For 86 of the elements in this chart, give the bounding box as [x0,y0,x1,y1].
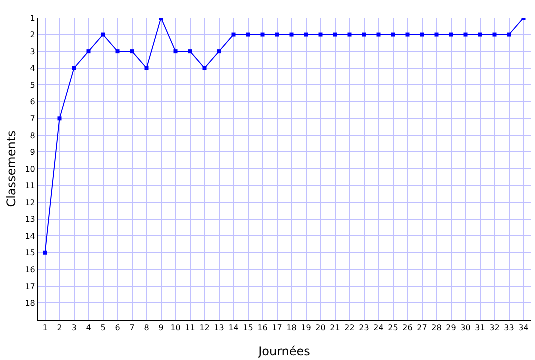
point [188,50,192,54]
y-axis-title: Classements [4,130,19,208]
x-tick-label: 4 [86,324,92,333]
x-tick-label: 16 [258,324,268,333]
x-tick-label: 1 [42,324,48,333]
y-tick-label: 2 [30,30,36,40]
point [174,50,178,54]
point [434,32,439,37]
y-tick-label: 11 [25,182,36,191]
x-tick-label: 7 [130,324,135,333]
point [391,32,396,37]
point [406,32,410,37]
x-tick-label: 11 [185,324,196,333]
point [144,66,149,70]
x-tick-label: 17 [272,324,282,333]
x-tick-label: 12 [200,324,210,333]
y-tick-label: 4 [30,64,36,74]
x-tick-label: 31 [475,324,486,333]
point [58,116,62,121]
point [86,50,91,54]
x-tick-label: 9 [158,324,164,333]
point [304,32,308,37]
y-tick-label: 18 [25,299,36,308]
point [420,32,424,37]
x-tick-label: 2 [57,324,62,333]
y-tick-label: 8 [30,131,36,140]
point [202,66,207,70]
point [362,32,366,37]
y-tick-label: 12 [25,198,36,208]
y-tick-label: 14 [25,232,36,241]
x-tick-label: 13 [214,324,224,333]
y-tick-label: 16 [25,265,36,274]
x-tick-label: 10 [170,324,181,333]
point [232,32,236,37]
x-tick-label: 28 [432,324,442,333]
y-tick-label: 10 [25,164,36,174]
y-tick-label: 15 [25,248,36,258]
point [101,32,106,37]
x-tick-label: 14 [228,324,239,333]
x-tick-label: 23 [359,324,370,333]
x-tick-label: 24 [374,324,384,333]
y-tick-label: 13 [25,215,36,224]
x-axis-title: Journées [258,344,310,358]
y-tick-label: 6 [30,98,36,107]
x-tick-label: 32 [490,324,500,333]
point [507,32,512,37]
y-tick-label: 3 [30,47,36,56]
y-tick-label: 7 [30,114,36,124]
x-tick-label: 5 [100,324,106,333]
x-tick-label: 33 [504,324,514,333]
x-tick-label: 22 [344,324,355,333]
point [348,32,352,37]
point [217,50,222,54]
point [333,32,338,37]
x-tick-label: 27 [417,324,428,333]
point [246,32,250,37]
point [449,32,454,37]
x-tick-label: 19 [301,324,312,333]
point [376,32,381,37]
x-tick-label: 8 [144,324,150,333]
point [478,32,482,37]
x-tick-label: 30 [460,324,471,333]
x-tick-label: 20 [316,324,326,333]
y-tick-label: 17 [25,282,36,292]
point [492,32,497,37]
y-tick-label: 9 [30,148,36,158]
x-tick-label: 18 [286,324,297,333]
y-tick-label: 5 [30,80,36,90]
x-tick-label: 3 [72,324,77,333]
x-tick-label: 26 [402,324,413,333]
point [290,32,294,37]
x-tick-label: 6 [115,324,120,333]
point [130,50,134,54]
point [464,32,468,37]
x-tick-label: 34 [518,324,529,333]
x-tick-label: 25 [388,324,398,333]
x-tick-label: 21 [330,324,340,333]
point [72,66,76,70]
y-tick-label: 1 [30,14,36,23]
x-tick-label: 15 [243,324,254,333]
point [116,50,120,54]
point [275,32,280,37]
point [318,32,323,37]
x-tick-label: 29 [446,324,456,333]
point [260,32,265,37]
point [43,250,48,255]
